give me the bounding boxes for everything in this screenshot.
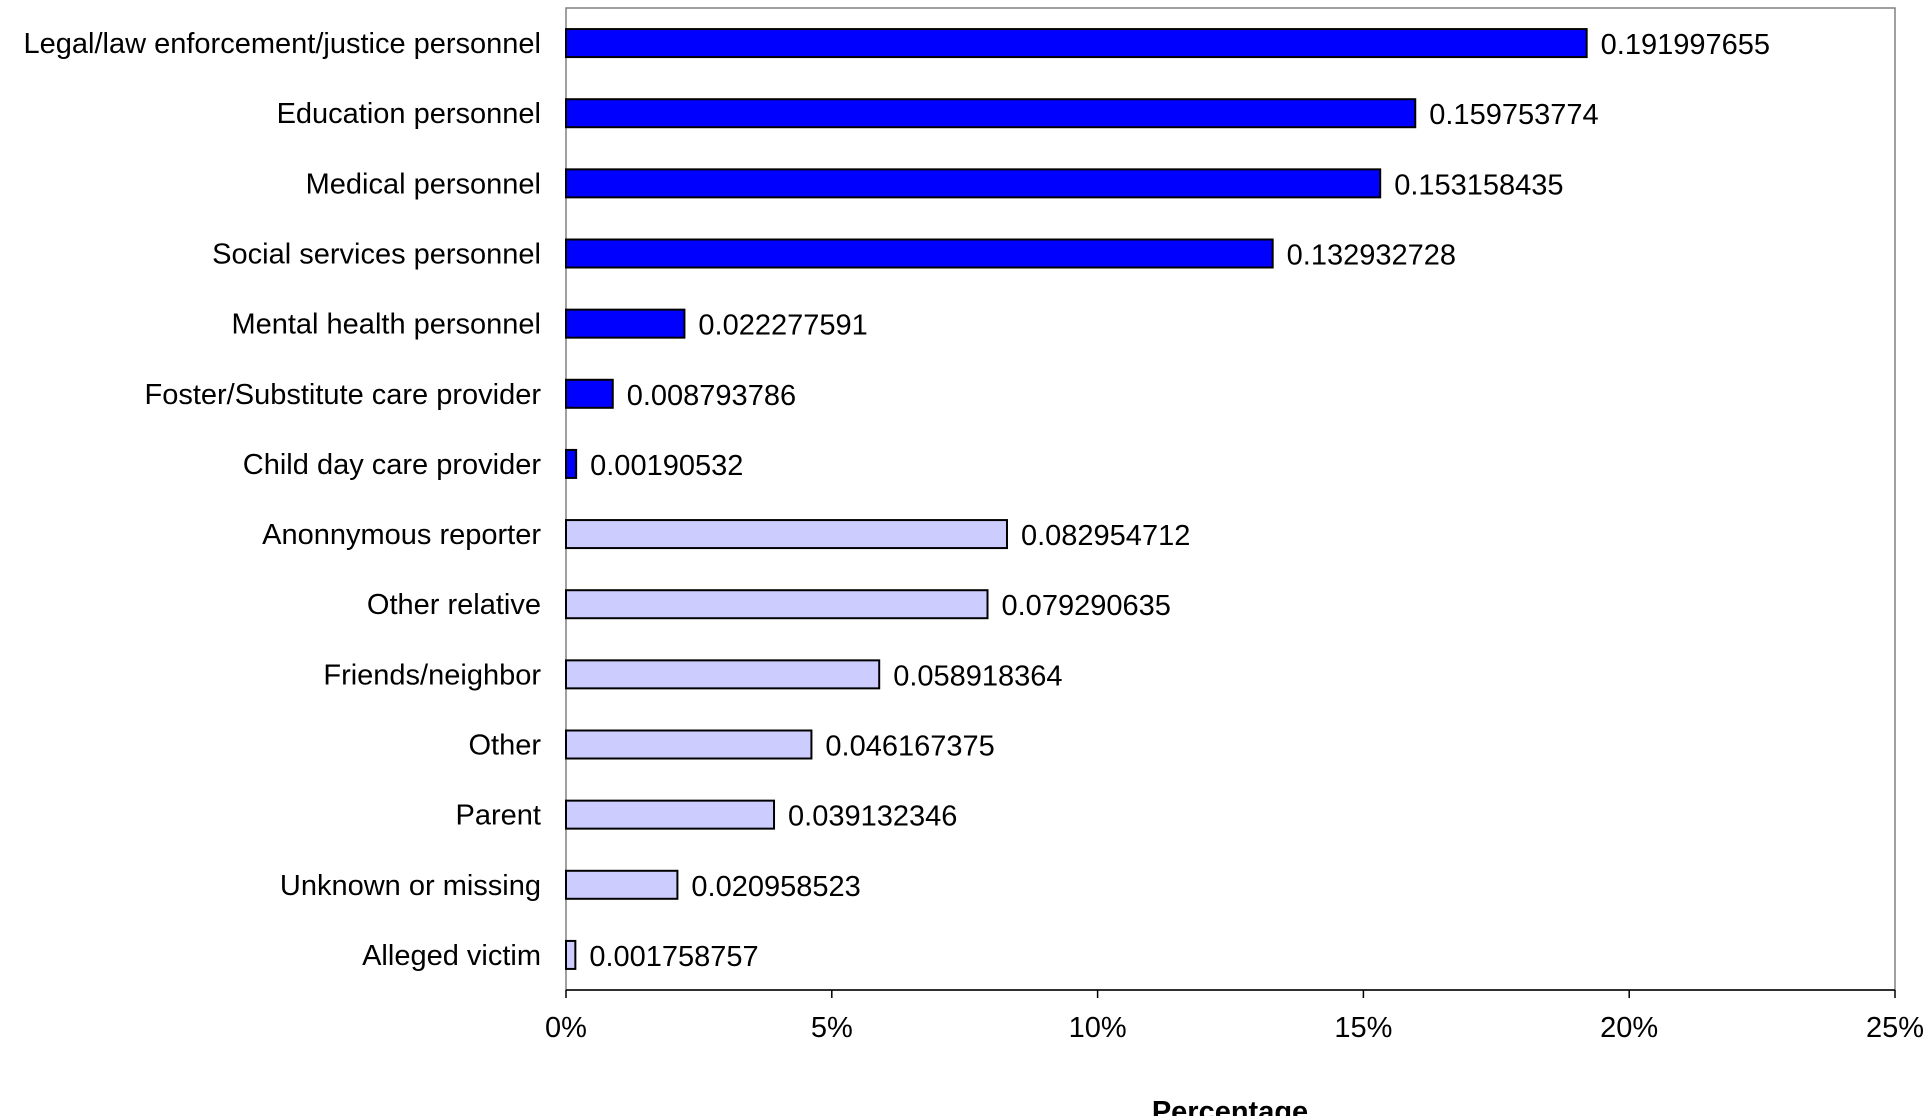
value-labels-group: 0.191997655 0.159753774 0.153158435 0.13293…: [589, 29, 1770, 973]
value-label-10: 0.046167375: [825, 731, 994, 763]
x-tick-label-1: 5%: [811, 1012, 853, 1044]
bar-5: [565, 378, 614, 409]
bar-13: [565, 939, 577, 970]
value-label-0: 0.191997655: [1601, 29, 1770, 61]
category-label-7: Anonnymous reporter: [262, 519, 541, 551]
x-tick-label-2: 10%: [1069, 1012, 1127, 1044]
bar-11: [565, 799, 776, 830]
value-label-2: 0.153158435: [1394, 169, 1563, 201]
value-label-6: 0.00190532: [590, 450, 743, 482]
category-label-8: Other relative: [367, 589, 541, 621]
bar-8: [565, 589, 989, 620]
category-label-1: Education personnel: [277, 98, 541, 130]
value-label-1: 0.159753774: [1429, 99, 1598, 131]
category-label-5: Foster/Substitute care provider: [144, 379, 541, 411]
x-tick-label-5: 25%: [1866, 1012, 1924, 1044]
value-label-8: 0.079290635: [1002, 590, 1171, 622]
x-tick-label-4: 20%: [1600, 1012, 1658, 1044]
bar-4: [565, 308, 686, 339]
value-label-4: 0.022277591: [698, 310, 867, 342]
bar-3: [565, 238, 1274, 269]
bar-2: [565, 168, 1382, 199]
category-labels-group: Legal/law enforcement/justice personnel E…: [24, 28, 542, 972]
bars-group: [565, 28, 1588, 970]
category-label-9: Friends/neighbor: [323, 659, 541, 691]
category-label-13: Alleged victim: [362, 940, 541, 972]
category-label-10: Other: [468, 730, 541, 762]
bar-7: [565, 519, 1008, 550]
x-axis: 0% 5% 10% 15% 20% 25%: [545, 989, 1924, 1044]
bar-6: [565, 448, 578, 479]
x-axis-title: Percentage: [1152, 1096, 1308, 1116]
value-label-9: 0.058918364: [893, 660, 1062, 692]
category-label-11: Parent: [456, 800, 541, 832]
category-label-0: Legal/law enforcement/justice personnel: [24, 28, 541, 60]
category-label-12: Unknown or missing: [280, 870, 541, 902]
value-label-13: 0.001758757: [589, 941, 758, 973]
bar-12: [565, 869, 679, 900]
value-label-5: 0.008793786: [627, 380, 796, 412]
bar-0: [565, 28, 1588, 59]
bar-10: [565, 729, 813, 760]
value-label-7: 0.082954712: [1021, 520, 1190, 552]
category-label-4: Mental health personnel: [231, 309, 541, 341]
value-label-3: 0.132932728: [1287, 240, 1456, 272]
category-label-6: Child day care provider: [243, 449, 542, 481]
plot-area: [565, 7, 1896, 991]
x-tick-label-3: 15%: [1334, 1012, 1392, 1044]
value-label-11: 0.039132346: [788, 801, 957, 833]
x-tick-label-0: 0%: [545, 1012, 587, 1044]
bar-1: [565, 98, 1417, 129]
category-label-2: Medical personnel: [306, 168, 541, 200]
value-label-12: 0.020958523: [691, 871, 860, 903]
category-label-3: Social services personnel: [212, 239, 541, 271]
bar-9: [565, 659, 881, 690]
